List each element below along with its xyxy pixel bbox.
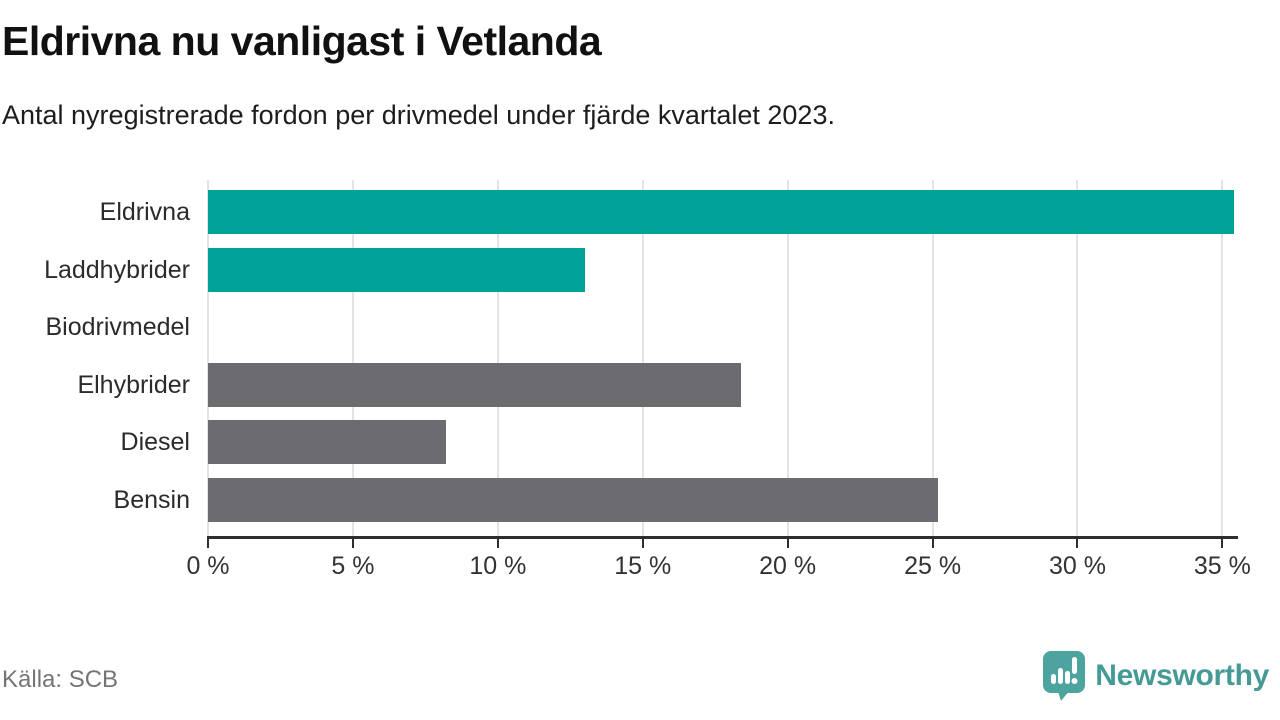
x-axis-tick-label: 10 %	[469, 552, 527, 580]
x-axis-tick-label: 5 %	[331, 552, 375, 580]
gridline	[207, 180, 209, 536]
bar	[208, 190, 1234, 234]
gridline	[931, 180, 934, 536]
chart-title: Eldrivna nu vanligast i Vetlanda	[2, 18, 602, 64]
x-axis-line	[207, 536, 1238, 539]
bar	[208, 362, 742, 407]
newsworthy-bubble-chart-icon	[1042, 650, 1086, 701]
x-axis-tick-label: 30 %	[1048, 552, 1106, 580]
gridline	[786, 180, 789, 536]
gridline	[351, 180, 354, 536]
category-label: Eldrivna	[99, 198, 190, 226]
category-label: Laddhybrider	[44, 255, 190, 284]
category-label: Elhybrider	[77, 370, 190, 399]
category-label: Bensin	[113, 485, 190, 514]
plot-area: Eldrivna Laddhybrider Biodrivmedel Elhybrid…	[44, 180, 1251, 580]
x-axis-tick	[1221, 539, 1224, 548]
category-label: Diesel	[120, 428, 190, 456]
newsworthy-wordmark: Newsworthy	[1095, 658, 1269, 692]
x-axis-tick-label: 35 %	[1193, 552, 1251, 580]
chart-subtitle: Antal nyregistrerade fordon per drivmede…	[2, 100, 835, 130]
x-axis-tick	[786, 539, 789, 548]
newsworthy-logo: Newsworthy	[1042, 650, 1269, 701]
source-note: Källa: SCB	[2, 666, 119, 693]
bar	[208, 477, 939, 522]
x-axis-tick-label: 25 %	[904, 552, 962, 580]
x-axis-tick-label: 20 %	[759, 552, 817, 580]
gridline	[1221, 180, 1224, 536]
bar	[208, 420, 446, 464]
x-axis-tick-label: 0 %	[186, 552, 230, 580]
x-axis-tick-label: 15 %	[614, 552, 672, 580]
x-axis-tick	[207, 539, 209, 548]
category-label: Biodrivmedel	[45, 313, 190, 341]
gridline	[496, 180, 499, 536]
x-axis-tick	[351, 539, 354, 548]
gridline	[641, 180, 644, 536]
x-axis-tick	[931, 539, 934, 548]
x-axis-tick	[641, 539, 644, 548]
bar	[208, 247, 585, 292]
gridline	[1076, 180, 1079, 536]
x-axis-tick	[1076, 539, 1079, 548]
x-axis-tick	[496, 539, 499, 548]
